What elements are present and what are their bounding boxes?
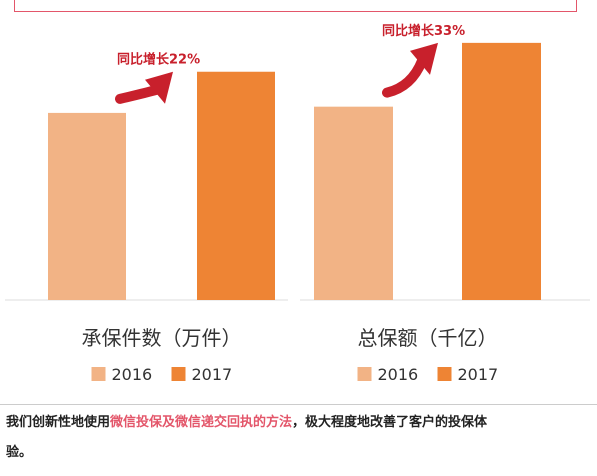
growth-annotation-2: 同比增长33% <box>382 23 465 39</box>
legend-label-1-2017: 2017 <box>192 365 233 384</box>
legend-swatch-2-2017 <box>437 367 452 381</box>
legend-label-2-2016: 2016 <box>378 365 419 384</box>
bar-charts: 同比增长22% 承保件数（万件） 2016 2017 同比增长33% 总保额（千亿） 201… <box>5 23 590 384</box>
growth-arrow-2 <box>382 42 438 98</box>
bar-1-2016 <box>48 112 126 300</box>
caption-highlight: 微信投保及微信递交回执的方法 <box>110 415 293 430</box>
legend-swatch-2-2016 <box>357 367 372 381</box>
caption-line-1: 我们创新性地使用微信投保及微信递交回执的方法，极大程度地改善了客户的投保体 <box>6 410 591 436</box>
bar-2-2017 <box>462 42 541 300</box>
legend-label-1-2016: 2016 <box>112 365 153 384</box>
growth-arrow-1 <box>115 71 173 104</box>
divider <box>0 404 597 405</box>
chart-title-1: 承保件数（万件） <box>82 326 242 350</box>
caption-line-2: 验。 <box>6 440 591 466</box>
caption-text-after: ，极大程度地改善了客户的投保体 <box>292 415 488 430</box>
caption-text-before: 我们创新性地使用 <box>6 415 111 430</box>
bar-1-2017 <box>197 71 275 300</box>
legend-label-2-2017: 2017 <box>458 365 499 384</box>
bar-2-2016 <box>314 106 393 301</box>
growth-annotation-1: 同比增长22% <box>117 52 200 68</box>
legend-swatch-1-2016 <box>91 367 106 381</box>
frame-border <box>14 0 577 12</box>
chart-title-2: 总保额（千亿） <box>358 326 498 350</box>
caption-text-line2: 验。 <box>6 445 33 460</box>
legend-swatch-1-2017 <box>171 367 186 381</box>
